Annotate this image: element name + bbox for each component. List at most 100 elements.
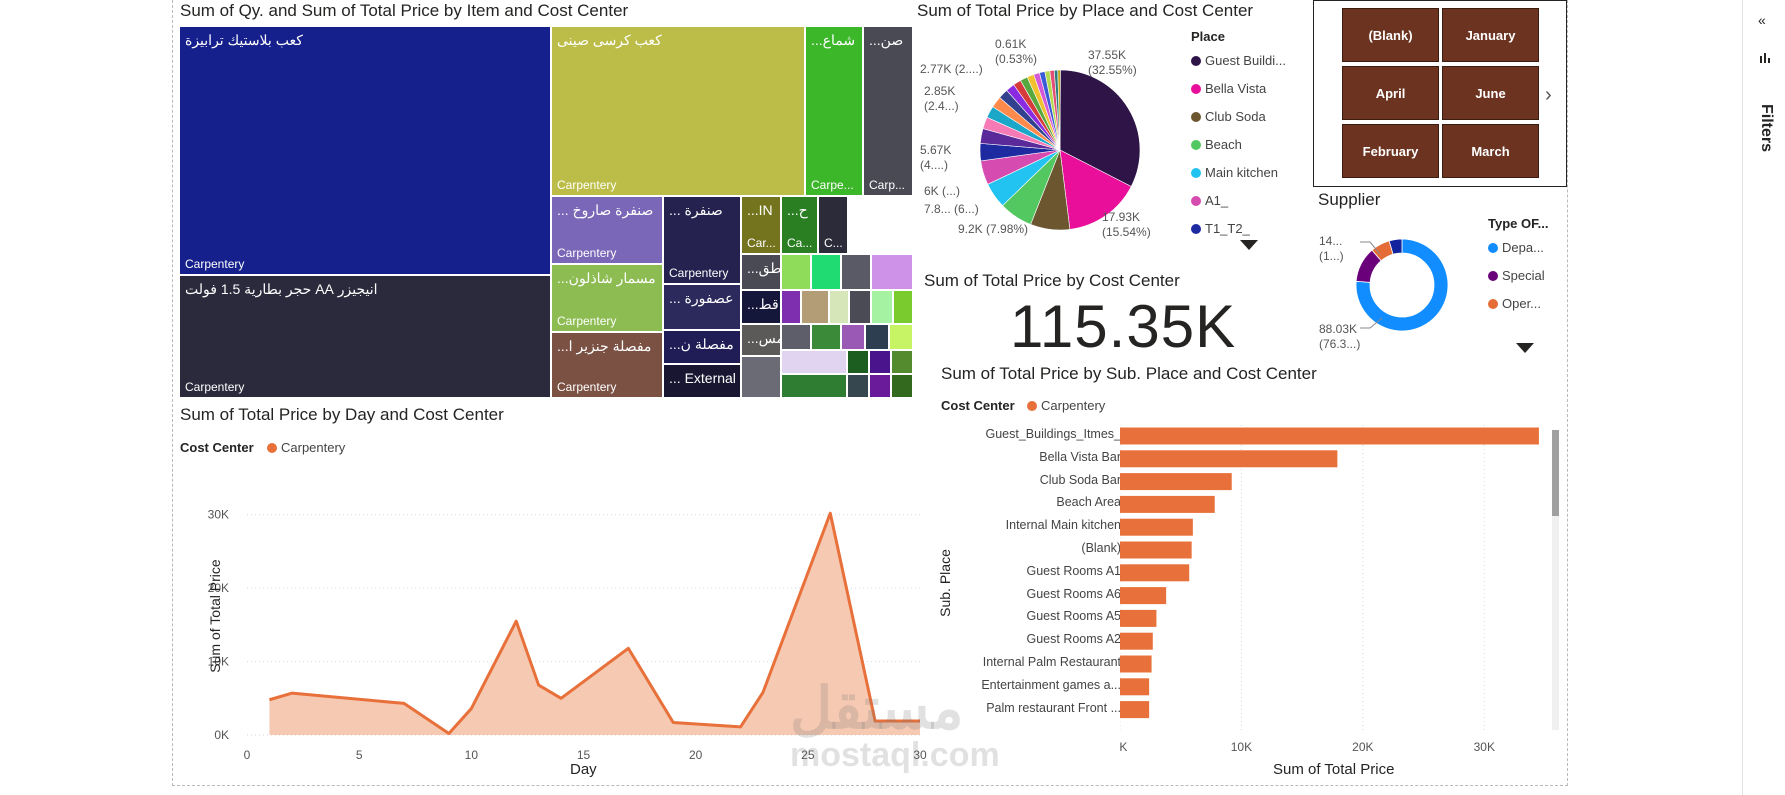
treemap-small-cell[interactable] bbox=[849, 290, 871, 324]
treemap-cell[interactable]: عصفورة ... bbox=[663, 284, 741, 330]
treemap-small-cell[interactable] bbox=[869, 350, 891, 374]
treemap-cell[interactable]: شماع... Carpe... bbox=[805, 26, 863, 196]
supplier-legend-item[interactable]: Oper... bbox=[1488, 296, 1541, 311]
pie-legend-item[interactable]: Club Soda bbox=[1191, 109, 1266, 124]
treemap-cell[interactable]: كعب كرسى صينى Carpentery bbox=[551, 26, 805, 196]
slicer-next-icon[interactable]: › bbox=[1545, 84, 1552, 106]
bar[interactable] bbox=[1120, 655, 1152, 673]
filter-funnel-icon[interactable] bbox=[1759, 50, 1771, 67]
bar-chart-scroll-thumb[interactable] bbox=[1552, 430, 1559, 516]
bar[interactable] bbox=[1120, 564, 1190, 582]
treemap-small-cell[interactable] bbox=[781, 350, 847, 374]
pie-data-label: 0.61K (0.53%) bbox=[995, 37, 1038, 66]
month-slicer-button[interactable]: (Blank) bbox=[1342, 8, 1439, 62]
treemap-small-cell[interactable] bbox=[841, 324, 865, 350]
bar[interactable] bbox=[1120, 473, 1232, 491]
legend-scroll-down-icon[interactable] bbox=[1240, 240, 1258, 250]
bar[interactable] bbox=[1120, 701, 1150, 719]
treemap-small-cell[interactable] bbox=[889, 324, 913, 350]
treemap-cell[interactable]: انيجيزر AA حجر بطارية 1.5 فولت Carpentery bbox=[179, 275, 551, 398]
month-slicer-button[interactable]: June bbox=[1442, 66, 1539, 120]
bar[interactable] bbox=[1120, 518, 1193, 536]
bar-chart-scrollbar[interactable] bbox=[1552, 430, 1559, 730]
report-canvas bbox=[172, 0, 1568, 786]
treemap-small-cell[interactable] bbox=[865, 324, 889, 350]
expand-pane-icon[interactable]: « bbox=[1758, 12, 1766, 28]
area-line[interactable] bbox=[269, 511, 920, 736]
legend-dot bbox=[1191, 140, 1201, 150]
pie-legend-item[interactable]: A1_ bbox=[1191, 193, 1228, 208]
supplier-legend-item[interactable]: Depa... bbox=[1488, 240, 1544, 255]
pie-legend-item[interactable]: Main kitchen bbox=[1191, 165, 1278, 180]
treemap-small-cell[interactable] bbox=[893, 290, 913, 324]
pie-data-label: 9.2K (7.98%) bbox=[958, 222, 1029, 236]
treemap-cell[interactable]: طق... bbox=[741, 254, 781, 290]
supplier-donut-chart[interactable] bbox=[1349, 232, 1455, 338]
treemap-small-cell[interactable] bbox=[781, 290, 801, 324]
month-slicer-button[interactable]: January bbox=[1442, 8, 1539, 62]
bar[interactable] bbox=[1120, 609, 1157, 627]
bar[interactable] bbox=[1120, 632, 1153, 650]
treemap-small-cell[interactable] bbox=[811, 324, 841, 350]
treemap-small-cell[interactable] bbox=[891, 374, 913, 398]
pie-legend-item[interactable]: Beach bbox=[1191, 137, 1242, 152]
donut-slice[interactable] bbox=[1355, 238, 1449, 332]
pie-data-label: 37.55K (32.55%) bbox=[1088, 48, 1137, 77]
pie-legend-item[interactable]: Guest Buildi... bbox=[1191, 53, 1286, 68]
donut-slice[interactable] bbox=[1388, 238, 1403, 255]
treemap-cell[interactable]: قط... bbox=[741, 290, 781, 324]
pie-chart[interactable] bbox=[960, 50, 1160, 250]
treemap-cell[interactable]: صن... Carp... bbox=[863, 26, 913, 196]
treemap-small-cell[interactable] bbox=[871, 254, 913, 290]
treemap-cell[interactable]: مسمار شاذلون... Carpentery bbox=[551, 264, 663, 332]
bar-chart[interactable]: 0K 10K 20K 30K bbox=[1120, 425, 1560, 755]
month-slicer-button[interactable]: February bbox=[1342, 124, 1439, 178]
treemap-cell[interactable]: كعب بلاستيك ترابيزة Carpentery bbox=[179, 26, 551, 275]
treemap-cell[interactable]: مفصلة جنزير ا... Carpentery bbox=[551, 332, 663, 398]
treemap-cell[interactable]: External ... bbox=[663, 364, 741, 398]
treemap-cell[interactable]: C... bbox=[818, 196, 848, 254]
treemap-small-cell[interactable] bbox=[801, 290, 829, 324]
treemap-small-cell[interactable] bbox=[781, 254, 811, 290]
treemap-small-cell[interactable] bbox=[871, 290, 893, 324]
month-slicer-button[interactable]: March bbox=[1442, 124, 1539, 178]
treemap-small-cell[interactable] bbox=[847, 374, 869, 398]
treemap-small-cell[interactable] bbox=[847, 350, 869, 374]
pie-slice[interactable] bbox=[1059, 149, 1132, 230]
bar[interactable] bbox=[1120, 678, 1150, 696]
month-slicer-button[interactable]: April bbox=[1342, 66, 1439, 120]
treemap-small-cell[interactable] bbox=[841, 254, 871, 290]
pie-data-label: 7.8... (6...) bbox=[924, 202, 979, 216]
treemap-small-cell[interactable] bbox=[891, 350, 913, 374]
pie-legend-item[interactable]: T1_T2_ bbox=[1191, 221, 1250, 236]
treemap-small-cell[interactable] bbox=[741, 356, 781, 398]
treemap-cell[interactable]: صنفرة صاروخ ... Carpentery bbox=[551, 196, 663, 264]
bar[interactable] bbox=[1120, 587, 1167, 605]
bar[interactable] bbox=[1120, 495, 1215, 513]
treemap-chart[interactable]: كعب بلاستيك ترابيزة Carpentery انيجيزر AA … bbox=[179, 26, 913, 398]
treemap-cell-label: مسمار شاذلون... bbox=[557, 270, 656, 286]
bar[interactable] bbox=[1120, 427, 1539, 445]
pie-slice[interactable] bbox=[1057, 69, 1061, 151]
treemap-cell[interactable]: صنفرة ... Carpentery bbox=[663, 196, 741, 284]
treemap-small-cell[interactable] bbox=[781, 324, 811, 350]
supplier-legend-scroll-icon[interactable] bbox=[1516, 343, 1534, 353]
bar[interactable] bbox=[1120, 450, 1338, 468]
treemap-small-cell[interactable] bbox=[781, 374, 847, 398]
treemap-cell[interactable]: مس... bbox=[741, 324, 781, 356]
treemap-small-cell[interactable] bbox=[811, 254, 841, 290]
area-chart[interactable]: 0K 10K 20K 30K 0 5 10 15 20 25 30 bbox=[172, 490, 932, 780]
treemap-cell[interactable]: مفصلة ن... bbox=[663, 330, 741, 364]
treemap-small-cell[interactable] bbox=[869, 374, 891, 398]
treemap-cell-cost-center: Carpentery bbox=[669, 266, 729, 280]
filters-pane-label[interactable]: Filters bbox=[1758, 104, 1775, 153]
supplier-legend-item[interactable]: Special bbox=[1488, 268, 1545, 283]
treemap-cell[interactable]: ح... Ca... bbox=[781, 196, 818, 254]
area-legend-item: Carpentery bbox=[267, 440, 345, 455]
treemap-small-cell[interactable] bbox=[829, 290, 849, 324]
pie-legend-item[interactable]: Bella Vista bbox=[1191, 81, 1266, 96]
bar[interactable] bbox=[1120, 541, 1192, 559]
treemap-cell[interactable]: IN... Car... bbox=[741, 196, 781, 254]
pie-slice[interactable] bbox=[1059, 69, 1141, 187]
legend-dot bbox=[1488, 243, 1498, 253]
